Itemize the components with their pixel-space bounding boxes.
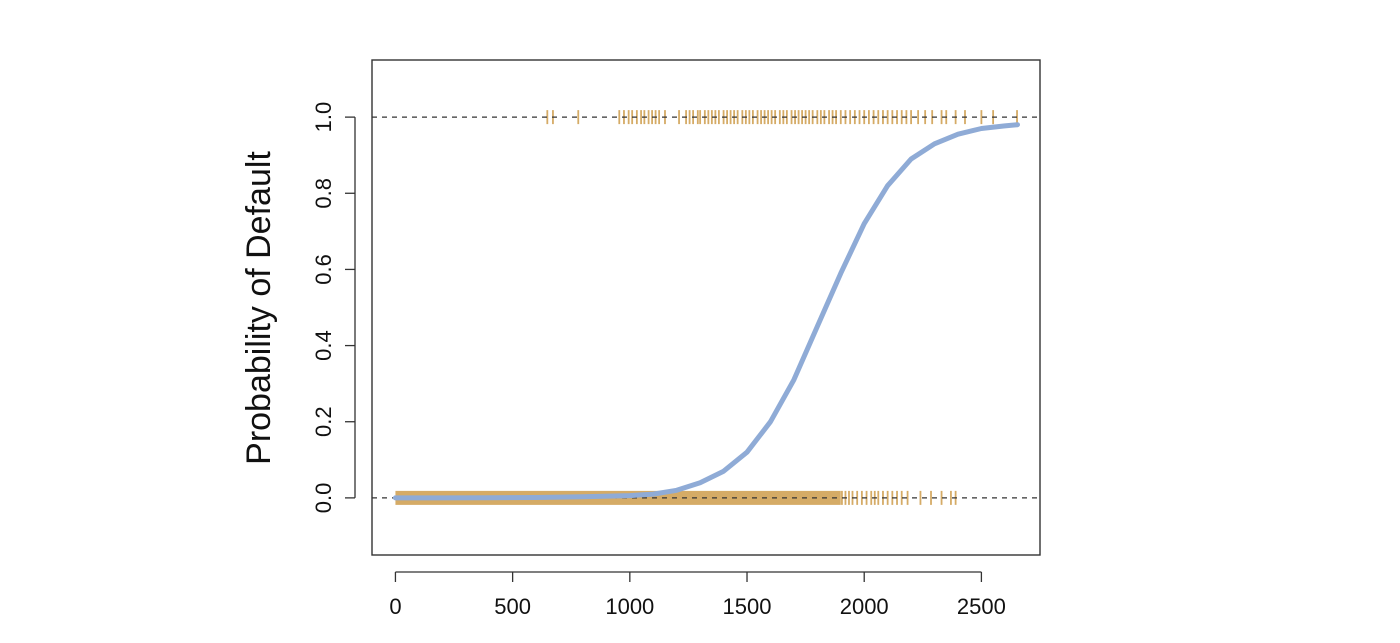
x-tick-label: 1500 <box>723 594 772 619</box>
curve-layer <box>392 122 1020 501</box>
y-tick-label: 1.0 <box>311 102 336 133</box>
x-tick-label: 1000 <box>605 594 654 619</box>
x-tick-label: 0 <box>389 594 401 619</box>
y-tick-label: 0.8 <box>311 178 336 209</box>
reference-lines-layer <box>372 116 1040 499</box>
x-tick-label: 2000 <box>840 594 889 619</box>
y-tick-label: 0.6 <box>311 254 336 285</box>
y-tick-label: 0.2 <box>311 406 336 437</box>
x-tick-label: 500 <box>494 594 531 619</box>
y-tick-label: 0.0 <box>311 483 336 514</box>
y-tick-label: 0.4 <box>311 330 336 361</box>
axes-layer: 0 500 1000 1500 2000 2500 0.0 0.2 0.4 0.6 0.8 1.0 <box>311 59 1041 619</box>
probability-curve <box>392 122 1020 501</box>
x-tick-label: 2500 <box>957 594 1006 619</box>
y-axis-label: Probability of Default <box>240 151 278 465</box>
plot-frame <box>371 59 1041 556</box>
